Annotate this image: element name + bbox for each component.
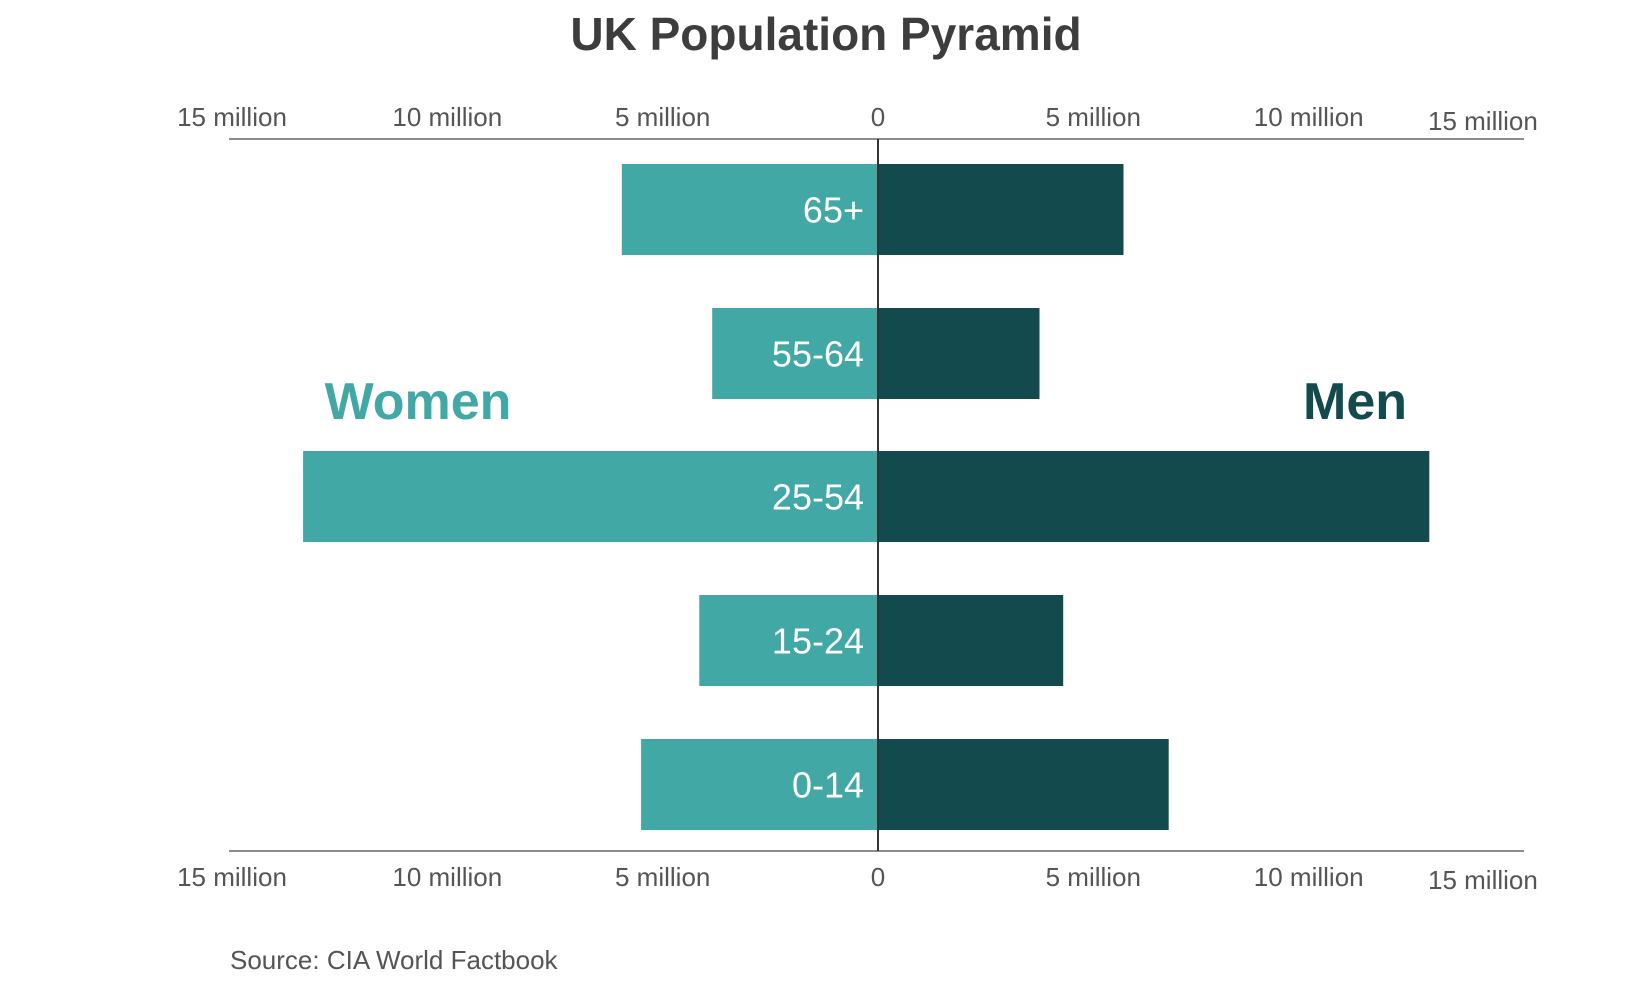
bar-women-55-64: [712, 308, 878, 399]
category-label-65plus: 65+: [803, 190, 864, 231]
top-tick-label-left-15: 15 million: [177, 102, 287, 132]
top-tick-label-left-5: 5 million: [615, 102, 710, 132]
bar-men-55-64: [878, 308, 1040, 399]
top-tick-label-center-0: 0: [871, 102, 885, 132]
top-tick-label-right-5: 5 million: [1046, 102, 1141, 132]
top-tick-label-right-10: 10 million: [1254, 102, 1364, 132]
bottom-tick-label-left-10: 10 million: [392, 862, 502, 892]
source-note: Source: CIA World Factbook: [230, 945, 559, 975]
category-label-15-24: 15-24: [772, 621, 864, 662]
category-labels: 65+ 55-64 25-54 15-24 0-14: [772, 190, 864, 806]
bar-women-25-54: [303, 451, 879, 542]
bar-women-65plus: [621, 164, 878, 255]
series-label-women: Women: [325, 373, 512, 431]
bar-women-15-24: [699, 595, 878, 686]
category-label-25-54: 25-54: [772, 477, 864, 518]
bottom-tick-labels: 15 million 10 million 5 million 0 5 million 1…: [177, 862, 1538, 895]
chart-title: UK Population Pyramid: [570, 8, 1081, 60]
bar-women-0-14: [641, 739, 878, 830]
bottom-tick-label-left-5: 5 million: [615, 862, 710, 892]
bar-men-15-24: [878, 595, 1064, 686]
top-tick-label-left-10: 10 million: [392, 102, 502, 132]
category-label-0-14: 0-14: [792, 765, 864, 806]
bottom-tick-label-center-0: 0: [871, 862, 885, 892]
bottom-tick-label-left-15: 15 million: [177, 862, 287, 892]
top-tick-label-right-15: 15 million: [1428, 106, 1538, 136]
series-label-men: Men: [1303, 373, 1407, 431]
bottom-tick-label-right-5: 5 million: [1046, 862, 1141, 892]
bar-men-25-54: [878, 451, 1430, 542]
bar-men-65plus: [878, 164, 1124, 255]
bottom-tick-label-right-10: 10 million: [1254, 862, 1364, 892]
bars-layer: [303, 164, 1430, 830]
top-tick-labels: 15 million 10 million 5 million 0 5 million 1…: [177, 102, 1538, 136]
bottom-tick-label-right-15: 15 million: [1428, 865, 1538, 895]
bar-men-0-14: [878, 739, 1169, 830]
category-label-55-64: 55-64: [772, 334, 864, 375]
